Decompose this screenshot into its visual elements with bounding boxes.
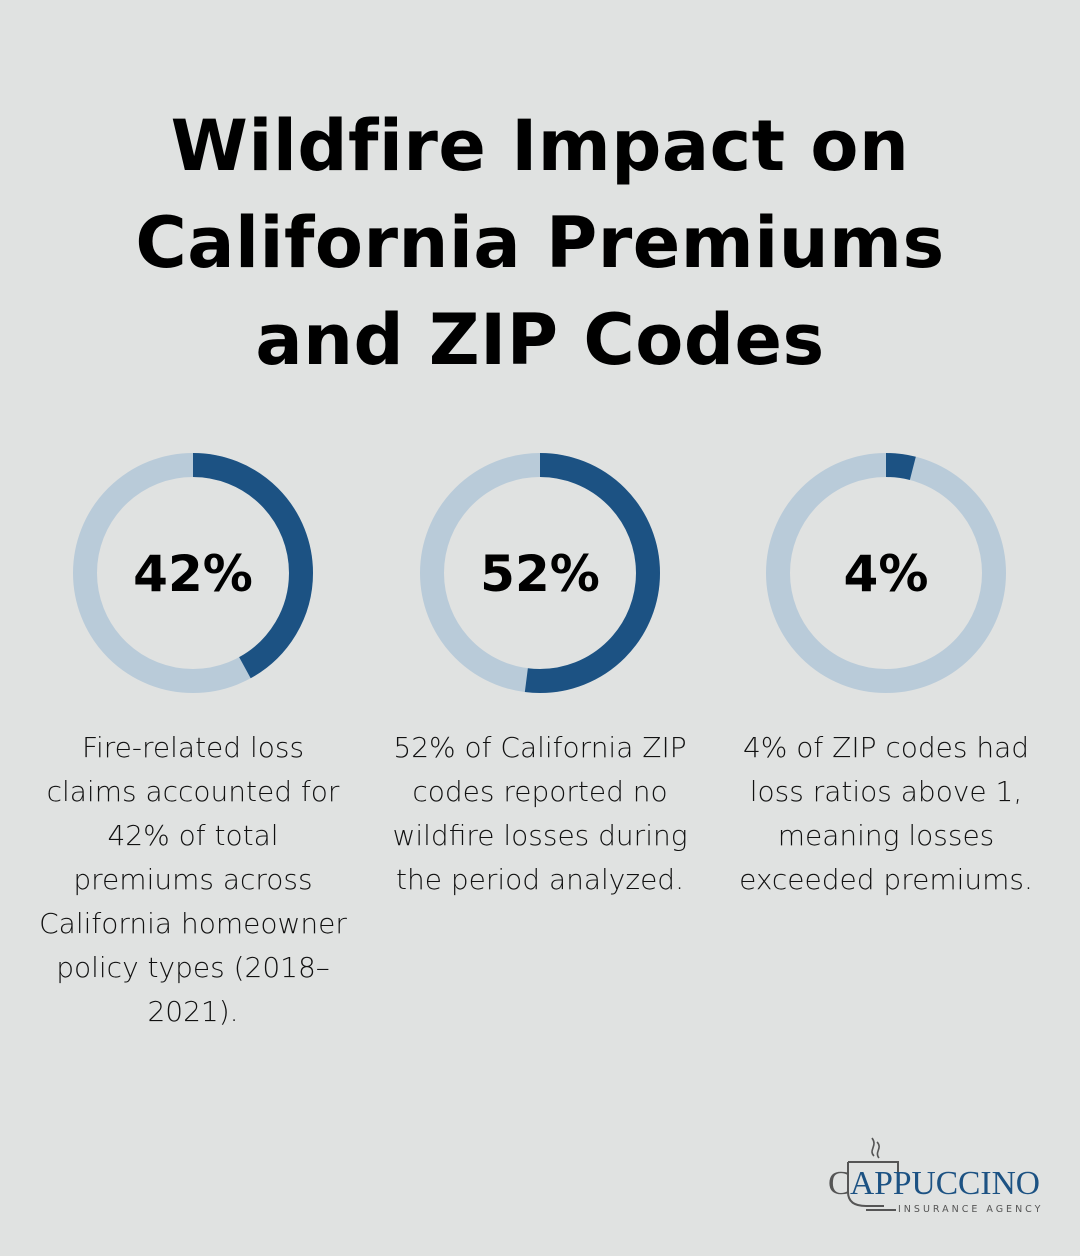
- stat-description: 52% of California ZIP codes reported no …: [392, 731, 688, 896]
- donut-chart: 4%: [766, 453, 1006, 693]
- donut-stat-3: 4% 4% of ZIP codes had loss ratios above …: [726, 452, 1046, 902]
- donut-value-arc: [73, 453, 313, 693]
- svg-text:INSURANCE AGENCY: INSURANCE AGENCY: [898, 1204, 1043, 1215]
- svg-text:APPUCCINO: APPUCCINO: [850, 1165, 1040, 1202]
- svg-text:C: C: [828, 1165, 851, 1202]
- donut-label: 42%: [133, 545, 253, 603]
- stat-description: Fire-related loss claims accounted for 4…: [39, 731, 347, 1028]
- donut-chart: 42%: [73, 453, 313, 693]
- donut-label: 52%: [480, 545, 600, 603]
- donut-stat-2: 52% 52% of California ZIP codes reported …: [380, 452, 700, 902]
- stat-description: 4% of ZIP codes had loss ratios above 1,…: [739, 731, 1033, 896]
- donut-chart: 52%: [420, 453, 660, 693]
- donut-value-arc: [420, 453, 660, 693]
- donut-label: 4%: [844, 545, 929, 603]
- donut-value-arc: [766, 453, 1006, 693]
- cappuccino-logo: C APPUCCINO INSURANCE AGENCY: [828, 1137, 1043, 1215]
- page-title: Wildfire Impact on California Premiums a…: [135, 105, 945, 381]
- donut-stat-1: 42% Fire-related loss claims accounted fo…: [33, 452, 353, 1034]
